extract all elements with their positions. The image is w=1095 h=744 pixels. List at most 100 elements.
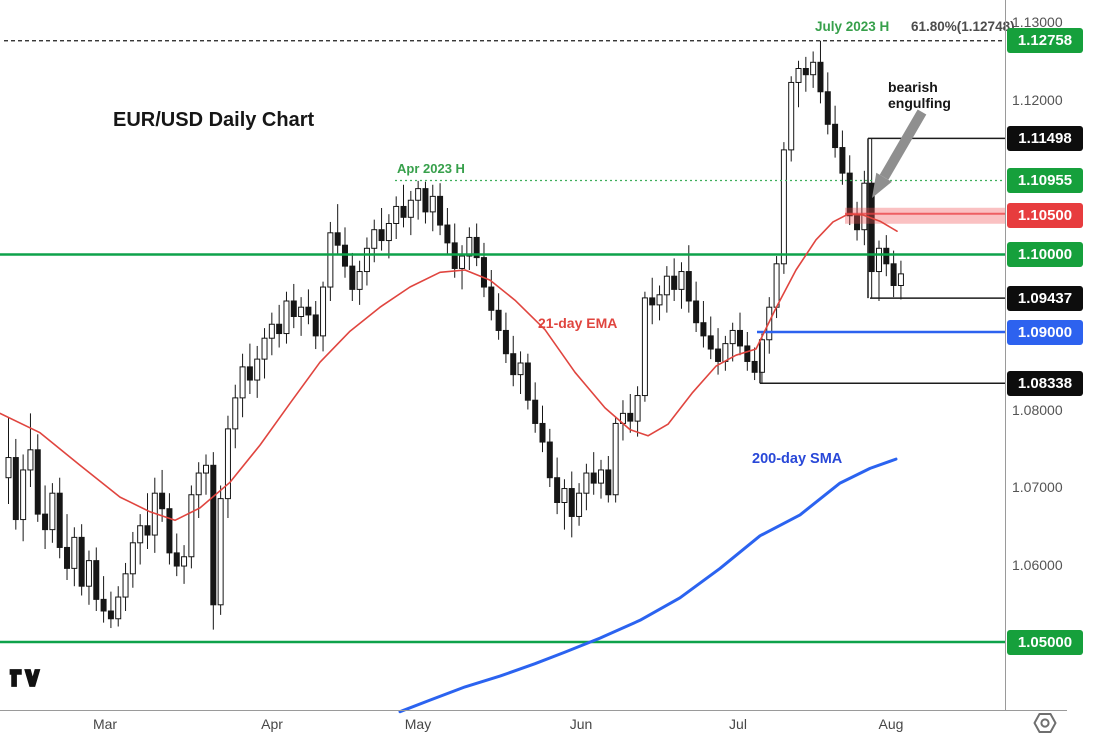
candle-body [34, 449, 41, 515]
sma-label: 200-day SMA [752, 451, 843, 467]
candle-body [612, 422, 619, 496]
candle-body [415, 188, 422, 201]
candle-body [897, 273, 904, 286]
month-label-jun: Jun [569, 716, 593, 732]
candle-body [532, 399, 539, 424]
candle-body [685, 271, 692, 302]
candle-body [605, 469, 612, 496]
candle-body [312, 314, 319, 337]
candle-body [276, 323, 283, 335]
candle-body [290, 300, 297, 317]
tradingview-logo[interactable] [8, 665, 42, 691]
candle-body [854, 215, 861, 231]
candle-body [517, 362, 524, 376]
candle-body [780, 149, 787, 265]
candle-body [100, 598, 107, 612]
candle-body [173, 552, 180, 567]
candle-body [583, 472, 590, 494]
candle-body [722, 343, 729, 362]
candle-body [810, 61, 817, 76]
candle-body [627, 412, 634, 422]
candle-body [444, 224, 451, 244]
candle-body [561, 488, 568, 503]
candle-body [159, 492, 166, 510]
candle-body [546, 441, 553, 479]
candle-body [5, 457, 12, 479]
candle-body [320, 286, 327, 337]
candle-body [254, 358, 261, 381]
candle-body [239, 366, 246, 399]
candle-body [817, 61, 824, 93]
price-axis[interactable] [1005, 0, 1006, 710]
candle-body [78, 536, 85, 587]
apr-high-label: Apr 2023 H [397, 161, 465, 176]
candle-body [671, 275, 678, 290]
candle-body [261, 337, 268, 360]
candle-body [115, 596, 122, 620]
price-badge-1.10000: 1.10000 [1007, 242, 1083, 267]
price-badge-1.10955: 1.10955 [1007, 167, 1083, 193]
candle-body [385, 223, 392, 242]
candle-body [232, 397, 239, 430]
candle-body [181, 556, 188, 567]
200-day-sma-line[interactable] [398, 457, 898, 714]
price-tick-1.12000: 1.12000 [1012, 91, 1063, 108]
candle-body [224, 428, 231, 500]
candle-body [393, 205, 400, 224]
21-day-ema-line[interactable] [0, 213, 898, 522]
candle-body [12, 457, 19, 521]
july-high-label: July 2023 H [815, 19, 890, 34]
candle-body [649, 297, 656, 306]
gear-circle [1040, 718, 1050, 728]
candle-body [539, 422, 546, 443]
price-tick-1.08000: 1.08000 [1012, 401, 1063, 418]
tradingview-logo-mark-1 [9, 669, 22, 687]
candle-body [802, 68, 809, 76]
price-badge-1.11498: 1.11498 [1007, 125, 1083, 151]
candle-body [883, 247, 890, 265]
candle-body [824, 91, 831, 125]
month-label-mar: Mar [92, 716, 118, 732]
candle-body [495, 309, 502, 331]
month-label-aug: Aug [878, 716, 904, 732]
time-axis[interactable] [0, 710, 1067, 711]
candle-body [729, 329, 736, 345]
price-badge-1.12758: 1.12758 [1007, 28, 1083, 54]
candle-body [334, 232, 341, 246]
candle-body [598, 469, 605, 484]
candle-body [715, 348, 722, 362]
candle-body [744, 345, 751, 362]
candle-body [846, 172, 853, 217]
candle-body [459, 255, 466, 269]
price-scale-settings-gear-icon[interactable] [1032, 709, 1058, 737]
candle-body [524, 362, 531, 401]
bearish-arrow-head-icon [872, 172, 892, 198]
candle-body [20, 469, 27, 521]
candle-body [737, 329, 743, 347]
candle-body [678, 271, 685, 290]
candle-body [502, 329, 509, 355]
candle-body [773, 263, 780, 308]
candle-body [488, 286, 495, 311]
candle-body [839, 147, 846, 174]
candle-body [868, 182, 875, 273]
candle-body [268, 323, 275, 339]
gear-hexagon [1033, 713, 1057, 733]
candle-body [64, 546, 71, 569]
candle-body [554, 477, 561, 504]
candle-body [93, 560, 100, 600]
candle-body [473, 236, 480, 259]
bearish-arrow-shaft[interactable] [879, 109, 927, 180]
resistance-zone-band[interactable] [845, 207, 1005, 224]
candle-body [378, 229, 385, 242]
candle-body [107, 610, 114, 620]
candle-body [356, 271, 363, 290]
candle-body [305, 306, 312, 316]
fib-level-label: 61.80%(1.12748) [911, 19, 1015, 34]
candle-body [363, 247, 370, 273]
candle-body [663, 275, 670, 296]
candle-body [466, 236, 473, 257]
candle-body [144, 525, 151, 536]
candle-body [203, 464, 210, 474]
